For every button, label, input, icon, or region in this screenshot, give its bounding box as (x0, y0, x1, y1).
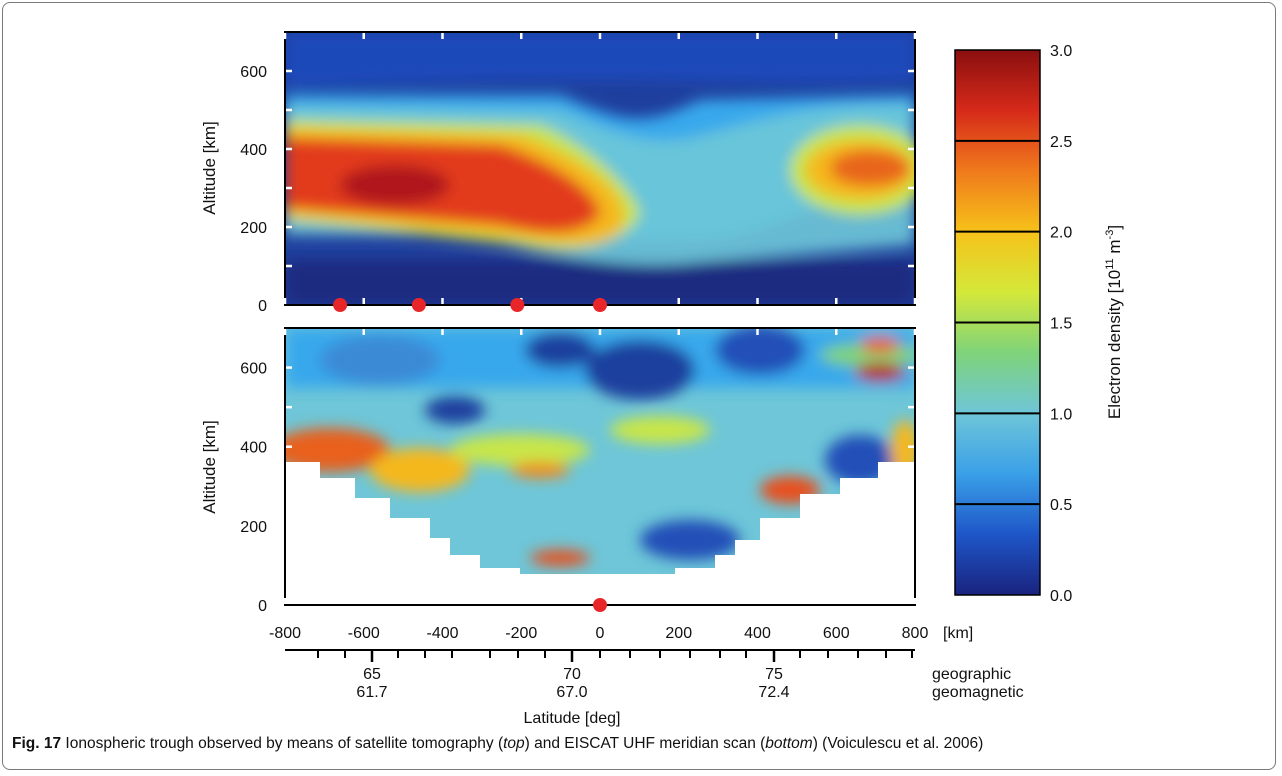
colorbar-tick-labels: 0.0 0.5 1.0 1.5 2.0 2.5 3.0 (1050, 43, 1072, 605)
colorbar: 0.0 0.5 1.0 1.5 2.0 2.5 3.0 Electron density [… (954, 43, 1124, 605)
bottom-heatmap (285, 328, 915, 605)
y-tick-label: 0 (258, 298, 267, 315)
x-tick-label: 200 (665, 625, 692, 642)
geographic-lat-label: 70 (563, 666, 581, 683)
bottom-receiver-markers (593, 598, 607, 612)
x-tick-label: 400 (744, 625, 771, 642)
geomagnetic-lat-label: 67.0 (556, 684, 587, 701)
colorbar-ticks (955, 139, 1040, 506)
colorbar-title: Electron density [1011 m-3] (1104, 225, 1124, 419)
top-ticks (283, 33, 917, 304)
colorbar-tick-label: 3.0 (1050, 43, 1072, 60)
bottom-y-axis-title: Altitude [km] (200, 420, 219, 514)
geographic-lat-label: 65 (363, 666, 381, 683)
top-receiver-markers (333, 298, 607, 312)
figure-canvas: 0 200 400 600 Altitude [km] (200, 31, 1124, 727)
bottom-panel: 0 200 400 600 -800 -600 -400 -200 0 200 400 600 800… (200, 327, 973, 642)
colorbar-tick-label: 1.5 (1050, 316, 1072, 333)
colorbar-tick-label: 2.5 (1050, 134, 1072, 151)
geomagnetic-label: geomagnetic (932, 684, 1024, 701)
y-tick-label: 0 (258, 598, 267, 615)
top-panel: 0 200 400 600 Altitude [km] (200, 31, 917, 315)
top-y-axis-title: Altitude [km] (200, 121, 219, 215)
figure-number: Fig. 17 (12, 735, 62, 752)
y-tick-label: 400 (240, 440, 267, 457)
receiver-marker (510, 298, 525, 312)
x-unit-label: [km] (943, 625, 973, 642)
x-tick-label: 600 (823, 625, 850, 642)
bottom-x-tick-labels: -800 -600 -400 -200 0 200 400 600 800 (269, 625, 928, 642)
top-heatmap (285, 32, 915, 305)
receiver-marker (593, 298, 607, 312)
x-tick-label: 800 (902, 625, 929, 642)
colorbar-tick-label: 0.0 (1050, 588, 1072, 605)
y-tick-label: 200 (240, 519, 267, 536)
colorbar-tick-label: 0.5 (1050, 497, 1072, 514)
top-y-tick-labels: 0 200 400 600 (240, 64, 267, 315)
y-tick-label: 600 (240, 64, 267, 81)
latitude-axis: 65 70 75 61.7 67.0 72.4 geographic geomagnet… (285, 649, 1024, 727)
geomagnetic-latitude-labels: 61.7 67.0 72.4 (356, 684, 789, 701)
geomagnetic-lat-label: 61.7 (356, 684, 387, 701)
y-tick-label: 400 (240, 142, 267, 159)
latitude-axis-title: Latitude [deg] (524, 710, 621, 727)
x-tick-label: -400 (426, 625, 458, 642)
geomagnetic-lat-label: 72.4 (758, 684, 789, 701)
geographic-latitude-labels: 65 70 75 (363, 666, 783, 683)
geographic-label: geographic (932, 666, 1011, 683)
bottom-ticks (283, 329, 917, 604)
y-tick-label: 600 (240, 361, 267, 378)
receiver-marker (333, 298, 348, 312)
colorbar-tick-label: 2.0 (1050, 225, 1072, 242)
y-tick-label: 200 (240, 220, 267, 237)
colorbar-tick-label: 1.0 (1050, 406, 1072, 423)
x-tick-label: -800 (269, 625, 301, 642)
receiver-marker (593, 598, 607, 612)
figure-caption: Fig. 17 Ionospheric trough observed by m… (12, 735, 984, 752)
x-tick-label: -200 (505, 625, 537, 642)
x-tick-label: 0 (596, 625, 605, 642)
receiver-marker (411, 298, 426, 312)
bottom-y-tick-labels: 0 200 400 600 (240, 361, 267, 615)
x-tick-label: -600 (348, 625, 380, 642)
geographic-lat-label: 75 (765, 666, 783, 683)
